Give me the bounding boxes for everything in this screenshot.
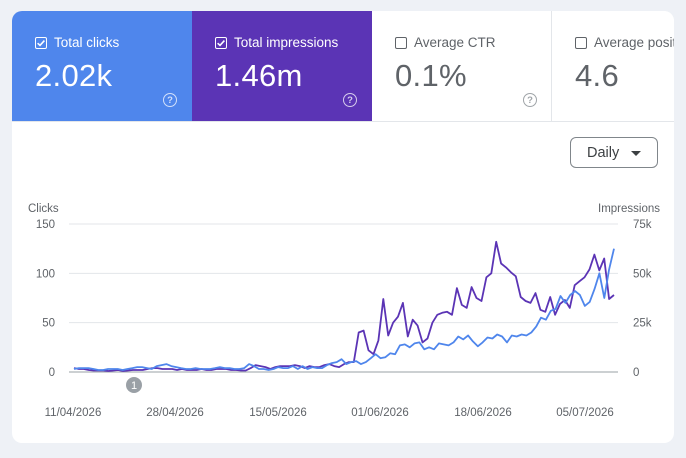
help-icon[interactable]: ? <box>163 93 177 107</box>
range-dropdown-label: Daily <box>587 144 620 161</box>
y-right-tick-label: 25k <box>633 318 652 330</box>
y-axis-right-ticks: 75k 50k 25k 0 <box>633 219 652 379</box>
x-tick-label: 18/06/2026 <box>454 407 512 419</box>
chart-series <box>73 240 615 372</box>
x-tick-label: 05/07/2026 <box>556 407 614 419</box>
metric-average-ctr[interactable]: Average CTR 0.1% ? <box>372 11 552 121</box>
metric-value: 4.6 <box>575 58 619 93</box>
checkbox-checked-icon[interactable] <box>215 36 227 49</box>
metric-label: Average CTR <box>414 35 496 50</box>
metric-average-position[interactable]: Average position 4.6 <box>552 11 674 121</box>
metric-value: 0.1% <box>395 58 467 93</box>
metric-label: Average position <box>594 35 674 50</box>
metric-value: 1.46m <box>215 58 303 93</box>
series-line-clicks[interactable] <box>73 248 615 371</box>
y-axis-left-label: Clicks <box>28 203 59 215</box>
help-icon[interactable]: ? <box>343 93 357 107</box>
x-tick-label: 11/04/2026 <box>45 407 102 419</box>
x-axis-ticks: 11/04/2026 28/04/2026 15/05/2026 01/06/2026… <box>45 407 614 419</box>
x-tick-label: 28/04/2026 <box>146 407 204 419</box>
chart-gridlines <box>69 223 618 373</box>
annotation-marker[interactable] <box>126 377 142 393</box>
help-icon[interactable]: ? <box>523 93 537 107</box>
y-axis-left-ticks: 150 100 50 0 <box>36 219 55 379</box>
y-axis-right-label: Impressions <box>598 203 660 215</box>
metric-value: 2.02k <box>35 58 113 93</box>
metric-total-impressions[interactable]: Total impressions 1.46m ? <box>192 11 372 121</box>
y-left-tick-label: 0 <box>49 367 55 379</box>
y-right-tick-label: 75k <box>633 219 652 231</box>
y-left-tick-label: 50 <box>42 318 55 330</box>
range-dropdown[interactable]: Daily <box>570 137 658 168</box>
metric-total-clicks[interactable]: Total clicks 2.02k ? <box>12 11 192 121</box>
metric-tabs: Total clicks 2.02k ? Total impressions 1… <box>12 11 674 122</box>
checkbox-unchecked-icon[interactable] <box>395 36 407 49</box>
series-line-impressions[interactable] <box>73 240 615 372</box>
y-left-tick-label: 150 <box>36 219 55 231</box>
y-right-tick-label: 50k <box>633 268 652 280</box>
x-tick-label: 01/06/2026 <box>351 407 409 419</box>
checkbox-unchecked-icon[interactable] <box>575 36 587 49</box>
chart-annotation: 1 <box>126 377 142 393</box>
performance-card: Total clicks 2.02k ? Total impressions 1… <box>12 11 674 443</box>
metric-label: Total clicks <box>54 35 120 50</box>
metric-label: Total impressions <box>234 35 339 50</box>
checkbox-checked-icon[interactable] <box>35 36 47 49</box>
y-left-tick-label: 100 <box>36 268 55 280</box>
x-tick-label: 15/05/2026 <box>249 407 307 419</box>
annotation-label: 1 <box>131 380 137 392</box>
caret-down-icon <box>631 151 641 156</box>
y-right-tick-label: 0 <box>633 367 639 379</box>
